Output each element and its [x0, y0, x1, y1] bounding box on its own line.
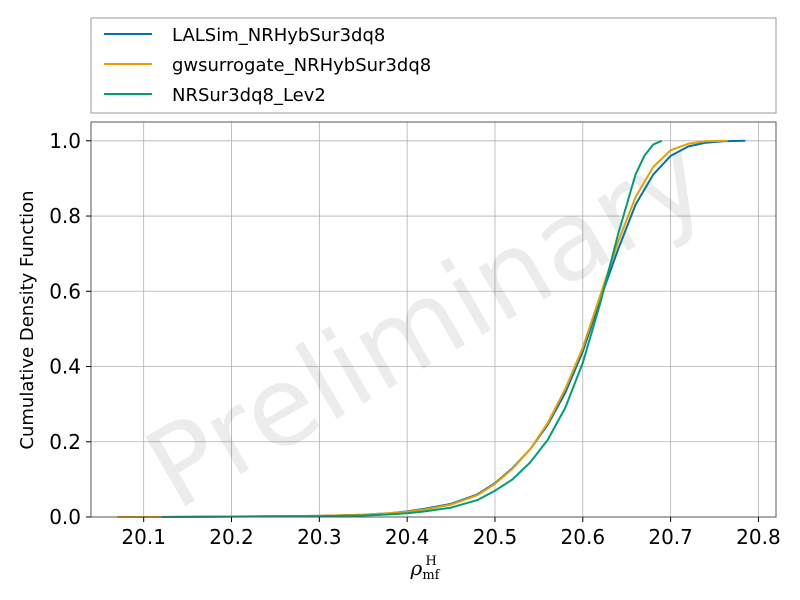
x-tick-label: 20.5: [473, 525, 518, 549]
x-tick-label: 20.7: [648, 525, 693, 549]
legend-label: LALSim_NRHybSur3dq8: [172, 25, 385, 46]
x-axis-label-sup: H: [425, 554, 436, 569]
y-tick-label: 0.6: [49, 279, 81, 303]
series-line: [117, 139, 728, 518]
x-axis-label: ρmfH: [410, 554, 441, 583]
x-tick-label: 20.2: [209, 525, 254, 549]
y-axis-label: Cumulative Density Function: [17, 190, 38, 449]
series-line: [161, 139, 663, 518]
x-tick-label: 20.6: [561, 525, 606, 549]
x-axis: 20.1 20.2 20.3 20.4 20.5 20.6 20.7 20.8: [121, 517, 781, 549]
y-tick-label: 0.2: [49, 430, 81, 454]
series-lines: [117, 139, 746, 518]
y-tick-label: 0.4: [49, 355, 81, 379]
x-tick-label: 20.8: [736, 525, 781, 549]
legend-label: NRSur3dq8_Lev2: [172, 85, 326, 106]
y-axis: 0.0 0.2 0.4 0.6 0.8 1.0: [49, 129, 91, 529]
grid: [91, 122, 776, 518]
y-tick-label: 0.8: [49, 204, 81, 228]
legend-frame: [90, 17, 777, 114]
x-tick-label: 20.4: [385, 525, 430, 549]
legend: LALSim_NRHybSur3dq8 gwsurrogate_NRHybSur3…: [90, 17, 777, 114]
plot-area: Preliminary: [90, 113, 777, 534]
x-tick-label: 20.1: [121, 525, 166, 549]
legend-label: gwsurrogate_NRHybSur3dq8: [172, 55, 431, 76]
x-axis-label-sub: mf: [422, 568, 440, 583]
plot-frame: [90, 121, 777, 518]
y-tick-label: 0.0: [49, 505, 81, 529]
plot-background: [91, 122, 776, 517]
x-tick-label: 20.3: [297, 525, 342, 549]
x-axis-label-base: ρ: [410, 556, 423, 580]
y-tick-label: 1.0: [49, 129, 81, 153]
